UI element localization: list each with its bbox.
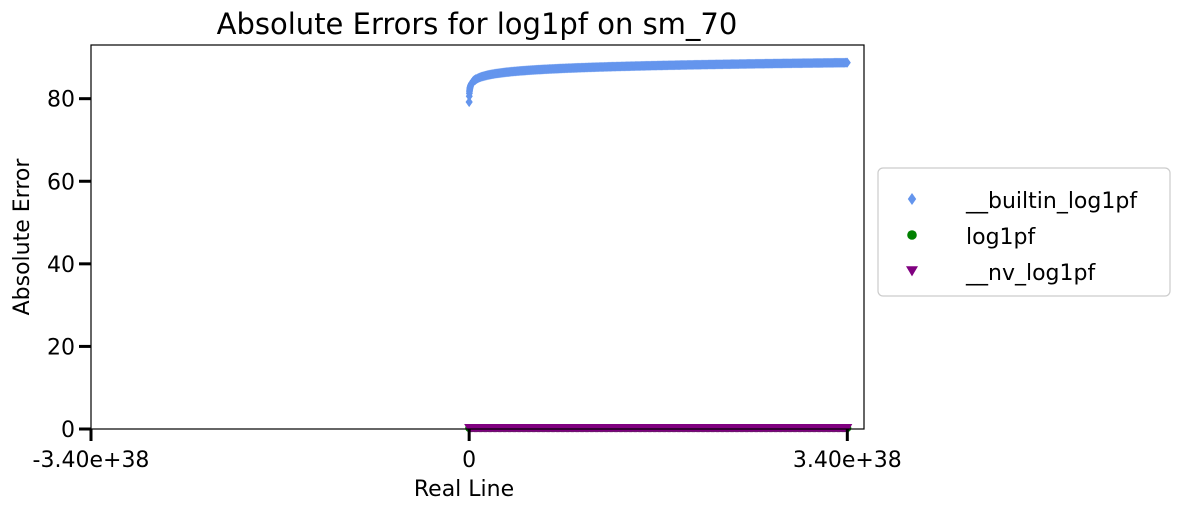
data-point [842,424,853,433]
legend-label: log1pf [966,225,1036,250]
y-tick-label: 40 [47,253,75,278]
chart-title: Absolute Errors for log1pf on sm_70 [217,7,738,41]
legend-label: __nv_log1pf [965,261,1096,286]
legend-marker [907,193,917,205]
data-point [843,57,851,68]
legend-label: __builtin_log1pf [965,189,1138,214]
series-builtin-log1pf [465,57,851,107]
y-tick-label: 60 [47,170,75,195]
y-tick-label: 20 [47,335,75,360]
legend-marker [907,230,917,240]
data-point [472,74,480,85]
series-nv-log1pf [464,424,853,433]
y-axis-label: Absolute Error [10,158,35,316]
legend: __builtin_log1pf log1pf __nv_log1pf [877,167,1171,297]
legend-box [877,167,1171,297]
y-axis: 0 20 40 60 80 [47,88,91,443]
legend-item: __builtin_log1pf [907,189,1138,214]
data-point [465,96,473,107]
y-tick-label: 0 [61,418,75,443]
x-tick-label: 0 [462,448,476,473]
x-tick-label: 3.40e+38 [793,448,902,473]
x-tick-label: -3.40e+38 [33,448,150,473]
x-axis: -3.40e+38 0 3.40e+38 [33,429,902,473]
legend-marker [906,266,918,277]
legend-item: log1pf [907,225,1036,250]
y-tick-label: 80 [47,88,75,113]
plot-frame [90,44,865,430]
x-axis-label: Real Line [414,477,514,502]
plot-area [464,57,853,433]
legend-item: __nv_log1pf [906,261,1096,286]
